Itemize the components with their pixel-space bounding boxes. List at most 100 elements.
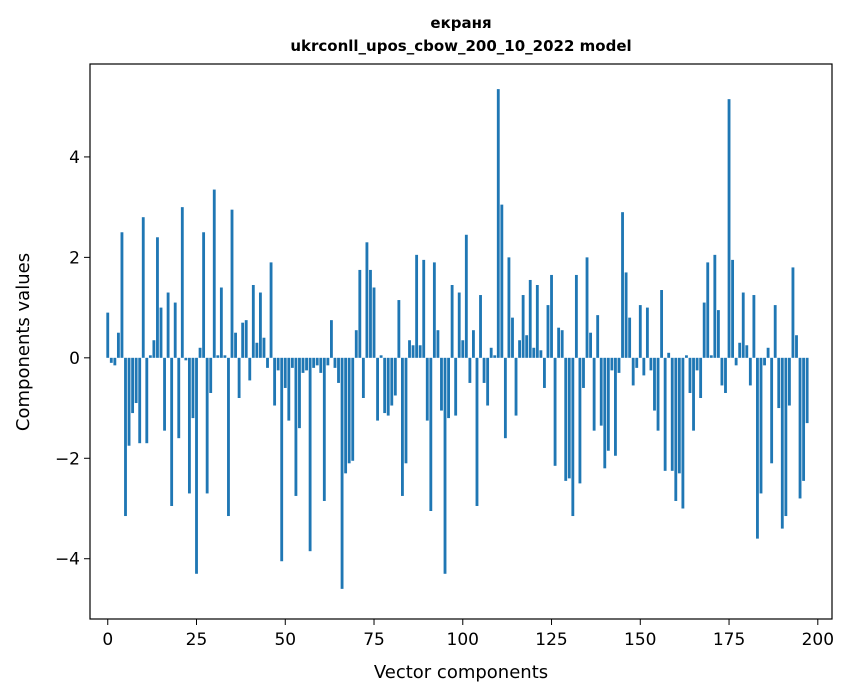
bar-187 (770, 357, 774, 464)
bar-73 (365, 242, 369, 358)
bar-154 (653, 357, 656, 411)
bar-4 (120, 232, 124, 358)
bar-18 (170, 357, 174, 506)
bar-162 (681, 357, 685, 509)
bar-19 (173, 302, 177, 358)
bar-71 (358, 269, 362, 358)
bar-194 (795, 335, 798, 358)
y-tick-label: 4 (69, 148, 80, 168)
bar-171 (713, 254, 717, 358)
bar-36 (234, 332, 237, 358)
chart-title-line-2: ukrconll_upos_cbow_200_10_2022 model (290, 37, 631, 55)
bar-51 (287, 357, 291, 421)
bar-65 (337, 357, 340, 383)
bar-106 (482, 357, 486, 383)
bar-89 (422, 259, 426, 358)
bar-45 (266, 357, 269, 368)
bar-102 (468, 357, 472, 383)
bar-6 (127, 357, 131, 446)
bar-21 (180, 207, 184, 358)
bar-144 (617, 357, 621, 373)
bar-98 (454, 357, 458, 416)
bar-123 (543, 357, 546, 388)
bar-83 (401, 357, 404, 496)
bar-120 (532, 347, 536, 358)
y-axis-label: Components values (13, 253, 34, 431)
bar-86 (411, 345, 415, 358)
bar-190 (780, 357, 784, 529)
bar-179 (741, 292, 745, 358)
bar-111 (500, 204, 504, 358)
bar-20 (177, 357, 181, 439)
bar-114 (511, 317, 514, 358)
bar-10 (141, 217, 145, 358)
bar-130 (567, 357, 571, 479)
bar-156 (660, 290, 664, 358)
bar-54 (298, 357, 301, 429)
bar-66 (340, 357, 344, 589)
bar-178 (738, 342, 742, 358)
bar-42 (255, 342, 259, 358)
bar-17 (166, 292, 170, 358)
bar-58 (312, 357, 316, 368)
x-tick-label: 50 (274, 630, 296, 650)
bar-96 (447, 357, 450, 419)
bar-39 (244, 320, 248, 358)
x-tick-label: 75 (363, 630, 385, 650)
bar-129 (564, 357, 568, 481)
bar-9 (138, 357, 142, 444)
bar-64 (333, 357, 337, 368)
bar-107 (486, 357, 490, 406)
bar-112 (503, 357, 507, 439)
bar-135 (585, 257, 589, 358)
bar-95 (443, 357, 447, 574)
bar-145 (621, 212, 624, 358)
bar-125 (550, 274, 553, 358)
bar-12 (148, 355, 152, 358)
bar-90 (425, 357, 429, 421)
bar-99 (457, 292, 461, 358)
bar-109 (493, 355, 497, 358)
y-tick-label: 0 (69, 349, 80, 369)
bar-88 (418, 345, 422, 358)
bar-119 (528, 279, 532, 358)
bar-16 (163, 357, 166, 431)
bar-85 (408, 340, 411, 358)
bar-115 (514, 357, 518, 416)
bar-94 (440, 357, 443, 411)
bar-142 (610, 357, 614, 371)
bar-80 (390, 357, 394, 406)
x-tick-label: 200 (802, 630, 834, 650)
x-tick-label: 175 (713, 630, 745, 650)
x-tick-label: 150 (624, 630, 656, 650)
bar-148 (631, 357, 635, 386)
y-tick-label: −4 (55, 550, 80, 570)
bar-116 (518, 340, 521, 358)
bar-172 (716, 310, 720, 358)
bar-41 (251, 285, 255, 358)
bar-38 (241, 322, 245, 358)
bar-0 (106, 312, 110, 358)
bar-48 (276, 357, 280, 371)
bar-121 (535, 285, 539, 358)
bar-151 (642, 357, 646, 376)
bar-108 (489, 347, 493, 358)
bar-181 (748, 357, 752, 386)
bar-31 (216, 355, 220, 358)
bar-47 (273, 357, 277, 406)
bar-110 (496, 89, 500, 358)
bar-147 (628, 317, 632, 358)
bar-127 (557, 327, 561, 358)
bar-25 (195, 357, 198, 574)
bar-78 (383, 357, 387, 414)
bar-70 (354, 330, 358, 358)
bar-150 (638, 305, 642, 358)
bar-5 (124, 357, 127, 517)
bar-32 (219, 287, 223, 358)
bar-131 (571, 357, 575, 517)
bar-81 (393, 357, 397, 396)
bar-49 (280, 357, 284, 562)
bar-53 (294, 357, 298, 496)
bar-8 (134, 357, 138, 404)
bar-91 (429, 357, 433, 512)
